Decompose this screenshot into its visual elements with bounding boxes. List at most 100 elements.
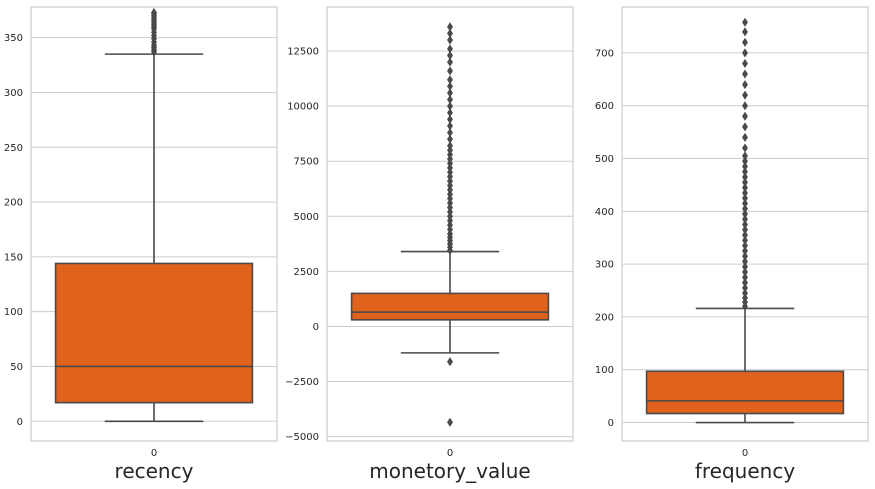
outlier-point: [742, 235, 748, 245]
y-tick-label: 5000: [294, 212, 319, 223]
outlier-point: [447, 121, 453, 131]
outlier-point: [742, 209, 748, 219]
outlier-point: [742, 256, 748, 267]
outlier-point: [447, 44, 453, 54]
outlier-point: [742, 177, 748, 187]
y-tick-label: 600: [595, 101, 614, 112]
y-tick-label: 10000: [287, 102, 319, 113]
outlier-point: [447, 108, 453, 118]
outlier-point: [742, 241, 748, 251]
y-tick-label: 200: [4, 198, 23, 209]
x-axis-title: frequency: [695, 459, 795, 483]
outlier-point: [742, 251, 748, 261]
outlier-point: [447, 128, 453, 138]
y-tick-label: 0: [17, 417, 23, 428]
outlier-point: [447, 417, 453, 427]
outlier-point: [742, 225, 748, 235]
outlier-point: [742, 214, 748, 224]
iqr-box: [54, 262, 254, 404]
axes-frame: [621, 6, 869, 442]
outlier-point: [447, 94, 453, 105]
outlier-point: [742, 188, 748, 198]
outlier-point: [742, 267, 748, 277]
y-tick-label: 500: [595, 154, 614, 165]
outlier-point: [742, 37, 748, 47]
x-tick-label: 0: [742, 448, 748, 459]
outlier-point: [742, 122, 748, 132]
outlier-point: [447, 57, 453, 67]
outlier-point: [742, 172, 748, 182]
outlier-point: [742, 111, 748, 121]
x-tick-label: 0: [447, 448, 453, 459]
outlier-point: [742, 293, 748, 303]
y-tick-label: 200: [595, 312, 614, 323]
outlier-point: [742, 58, 748, 69]
outlier-point: [742, 230, 748, 240]
axes-frame: [30, 6, 278, 442]
outlier-point: [447, 141, 453, 151]
outlier-point: [742, 101, 748, 111]
outlier-point: [447, 35, 453, 45]
outlier-point: [447, 357, 453, 367]
outlier-point: [742, 132, 748, 142]
outlier-point: [447, 81, 453, 91]
outlier-point: [742, 183, 748, 193]
outlier-point: [447, 28, 453, 38]
x-tick-label: 0: [151, 448, 157, 459]
outlier-point: [742, 161, 748, 172]
outlier-point: [742, 283, 748, 293]
outlier-point: [742, 246, 748, 256]
y-tick-label: 300: [4, 88, 23, 99]
outlier-point: [447, 22, 453, 32]
y-tick-label: 350: [4, 33, 23, 44]
outlier-point: [447, 50, 453, 61]
y-tick-label: 300: [595, 260, 614, 271]
outlier-point: [151, 7, 157, 18]
outlier-point: [742, 204, 748, 214]
outlier-point: [742, 272, 748, 282]
outlier-point: [742, 69, 748, 79]
outlier-point: [447, 66, 453, 76]
y-tick-label: −5000: [285, 432, 319, 443]
outlier-point: [447, 114, 453, 124]
y-tick-label: 0: [608, 418, 614, 429]
outlier-point: [742, 193, 748, 203]
outlier-point: [447, 88, 453, 98]
axes-frame: [326, 6, 574, 442]
outlier-point: [742, 262, 748, 272]
outlier-point: [742, 156, 748, 166]
outlier-point: [742, 219, 748, 230]
y-tick-label: 7500: [294, 157, 319, 168]
y-tick-label: 100: [595, 365, 614, 376]
outlier-point: [742, 288, 748, 298]
y-tick-label: 0: [313, 322, 319, 333]
y-tick-label: 150: [4, 252, 23, 263]
y-tick-label: 250: [4, 143, 23, 154]
iqr-box: [350, 292, 550, 321]
outlier-point: [742, 27, 748, 37]
outlier-point: [742, 151, 748, 161]
iqr-box: [645, 370, 845, 415]
x-axis-title: monetory_value: [369, 459, 530, 483]
y-tick-label: 400: [595, 207, 614, 218]
y-tick-label: 12500: [287, 47, 319, 58]
outlier-point: [742, 198, 748, 208]
outlier-point: [742, 17, 748, 27]
y-tick-label: −2500: [285, 377, 319, 388]
chart-panel-2: −5000−2500025005000750010000125000moneto…: [285, 6, 574, 483]
outlier-point: [742, 278, 748, 288]
outlier-point: [742, 143, 748, 153]
outlier-point: [742, 90, 748, 100]
outlier-point: [447, 75, 453, 85]
outlier-point: [742, 167, 748, 177]
outlier-point: [447, 101, 453, 111]
outlier-point: [447, 134, 453, 144]
outlier-point: [742, 48, 748, 58]
y-tick-label: 50: [10, 362, 23, 373]
y-tick-label: 2500: [294, 267, 319, 278]
outlier-point: [742, 80, 748, 90]
y-tick-label: 700: [595, 48, 614, 59]
